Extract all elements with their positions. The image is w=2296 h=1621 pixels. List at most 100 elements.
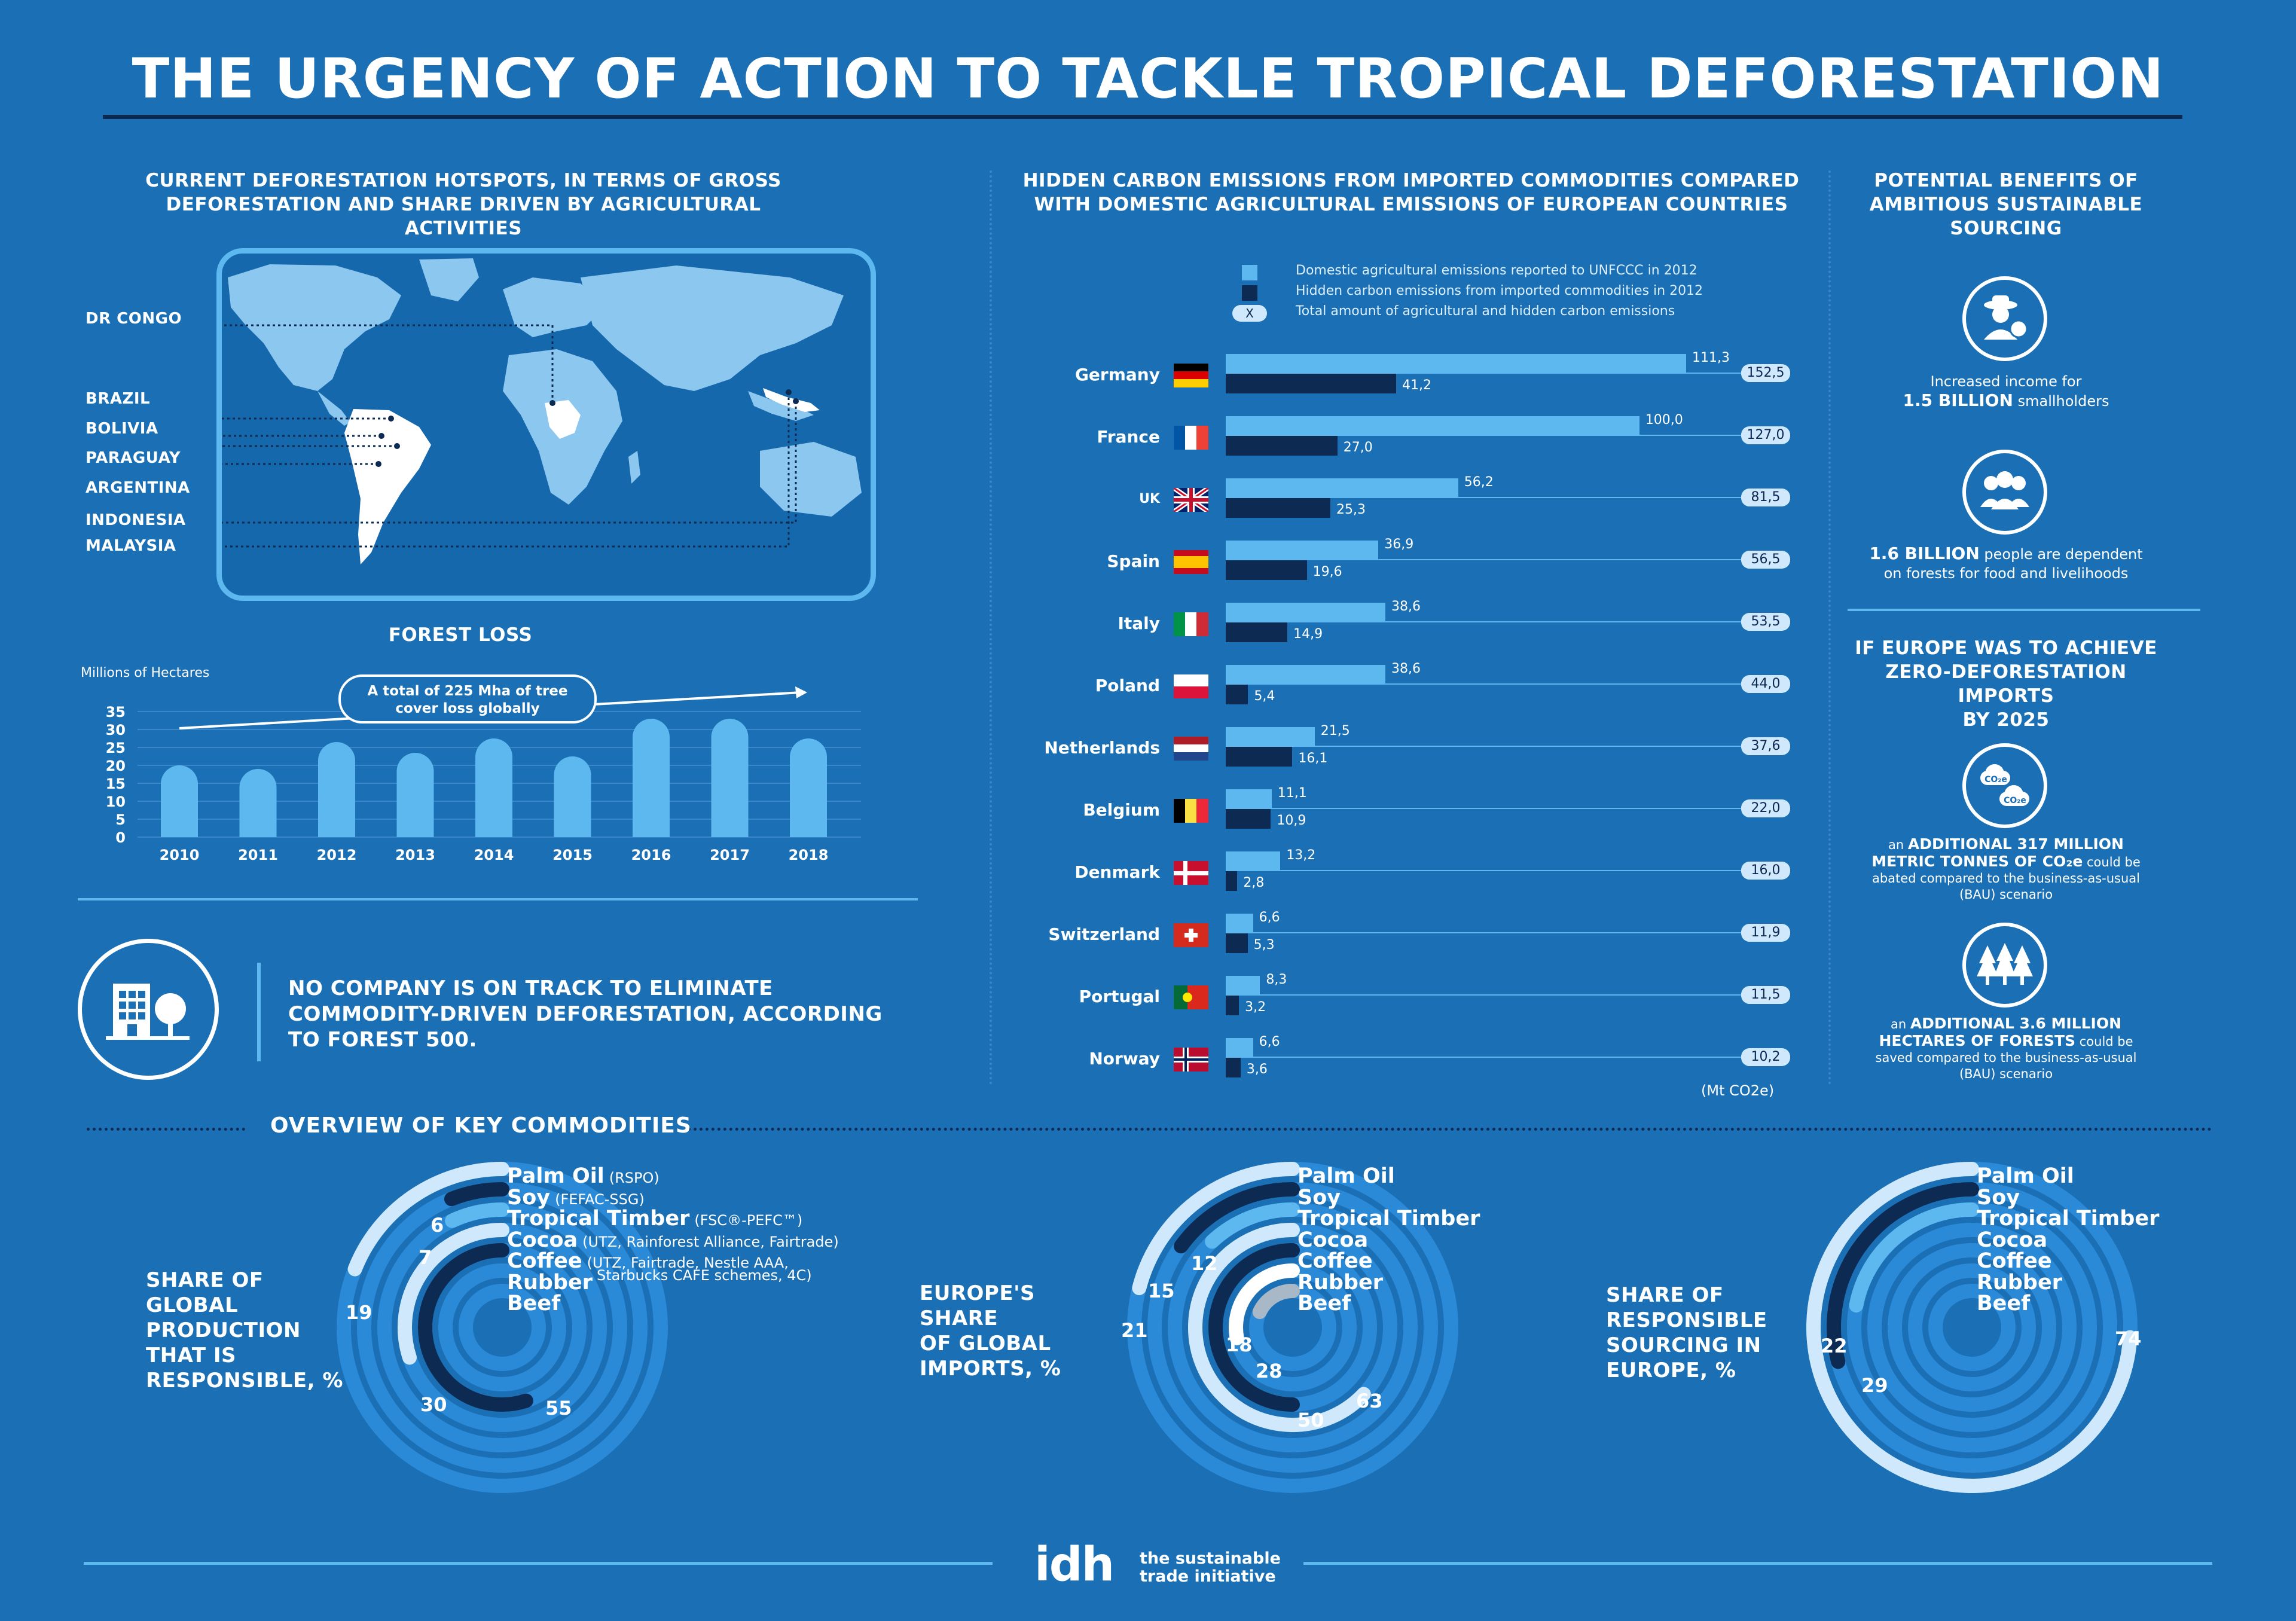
forest-loss-bar-2016 [633,719,670,837]
total-value: 16,0 [1741,862,1790,880]
hidden-bar [1226,436,1338,456]
percent-label: 63 [1356,1390,1383,1412]
forest-loss-bar-2011 [239,769,277,837]
percent-label: 12 [1191,1252,1218,1275]
y-tick-label: 15 [106,776,126,792]
world-map [216,248,876,601]
benefits-divider [1848,609,2200,611]
commodity-name: Tropical Timber [1977,1207,2160,1231]
commodity-name: Coffee [1297,1249,1373,1273]
callout-line1: A total of 225 Mha of tree [368,683,568,699]
domestic-value: 111,3 [1692,350,1730,365]
percent-label: 7 [419,1246,432,1269]
hidden-value: 5,4 [1254,689,1275,704]
country-label: Netherlands [1044,738,1160,758]
domestic-bar [1226,416,1639,436]
world-map-svg [222,258,862,564]
commodity-name: Soy [1977,1185,2020,1210]
domestic-bar [1226,976,1260,996]
flag-spain-icon [1174,550,1208,574]
forest-loss-bar-2013 [396,753,434,837]
y-tick-label: 20 [106,758,126,774]
y-tick-label: 35 [106,704,126,721]
coffee-scheme-line2: Starbucks CAFE schemes, 4C) [597,1267,812,1284]
domestic-bar [1226,541,1379,560]
domestic-bar [1226,914,1253,933]
svg-text:CO₂e: CO₂e [1984,775,2007,784]
co2-icon: CO₂e CO₂e [1962,743,2047,828]
donut-track [459,1284,546,1371]
x-tick-label: 2017 [710,847,750,863]
benefit-forest-dependence: 1.6 BILLION people are dependent on fore… [1869,544,2143,582]
hotspot-label-argentina: ARGENTINA [86,479,190,497]
flag-uk-icon [1174,488,1208,512]
domestic-bar [1226,727,1315,747]
total-value: 152,5 [1741,364,1790,382]
zero-deforestation-title: IF EUROPE WAS TO ACHIEVE ZERO-DEFORESTAT… [1855,637,2157,731]
forest-loss-x-ticks: 2010 2011 2012 2013 2014 2015 2016 2017 2018 [160,847,829,863]
hidden-value: 2,8 [1243,875,1265,890]
donut-arc-cocoa [1188,1223,1371,1432]
donut-arc-cocoa [398,1223,509,1365]
donut-arc-rubber [1229,1263,1300,1345]
commodities-rule-right [688,1128,2212,1131]
commodity-name: Rubber [1297,1270,1383,1295]
percent-label: 74 [2115,1327,2142,1350]
total-value: 127,0 [1741,426,1790,444]
total-connector [1253,932,1741,933]
total-value: 10,2 [1741,1048,1790,1066]
hidden-value: 19,6 [1312,564,1342,579]
hidden-bar [1226,622,1288,642]
total-value: 11,9 [1741,924,1790,942]
total-connector [1385,683,1741,685]
hidden-value: 10,9 [1277,813,1306,828]
total-connector [1458,497,1741,498]
total-connector [1385,621,1741,622]
total-value: 53,5 [1741,613,1790,631]
trend-arrow-head [795,686,807,698]
column-divider-1 [990,170,992,1085]
total-value: 44,0 [1741,675,1790,693]
commodity-name: Palm Oil [1297,1164,1395,1188]
footer-rule-left [84,1562,993,1565]
donut-arc-soy [1174,1182,1300,1254]
donut-arc-coffee [418,1243,533,1412]
section-divider-left [78,898,918,900]
benefit-income: Increased income for 1.5 BILLION smallho… [1903,373,2109,410]
flag-germany-icon [1174,364,1208,387]
x-tick-label: 2018 [789,847,829,863]
percent-label: 21 [1121,1319,1148,1342]
donut2-label: EUROPE'S SHARE OF GLOBAL IMPORTS, % [920,1281,1061,1381]
total-value: 81,5 [1741,489,1790,506]
donut-arc-palm-oil [1806,1162,2138,1493]
forest-loss-bar-2015 [554,756,591,837]
domestic-bar [1226,603,1386,622]
total-connector [1271,808,1741,809]
donut-arc-palm-oil [347,1162,509,1277]
flag-norway-icon [1174,1048,1208,1071]
forest-loss-bar-2012 [318,742,355,837]
total-value: 11,5 [1741,986,1790,1004]
domestic-value: 11,1 [1277,786,1307,801]
hidden-bar [1226,871,1238,891]
flag-denmark-icon [1174,861,1208,885]
country-label: Spain [1107,551,1160,571]
total-value: 37,6 [1741,737,1790,755]
domestic-value: 36,9 [1384,537,1414,552]
callout-line2: cover loss globally [395,701,539,716]
legend-swatch-domestic [1242,265,1257,280]
total-value: 22,0 [1741,799,1790,817]
total-connector [1260,994,1741,996]
legend-total-marker: X [1232,305,1267,322]
hidden-bar [1226,498,1331,518]
hidden-bar [1226,685,1248,704]
forest-loss-bar-2010 [161,765,198,837]
percent-label: 6 [430,1214,444,1237]
country-label: Denmark [1074,862,1160,882]
flag-poland-icon [1174,674,1208,698]
x-tick-label: 2013 [395,847,435,863]
domestic-value: 6,6 [1259,1034,1280,1049]
hidden-value: 3,6 [1246,1062,1268,1077]
domestic-bar [1226,789,1272,809]
